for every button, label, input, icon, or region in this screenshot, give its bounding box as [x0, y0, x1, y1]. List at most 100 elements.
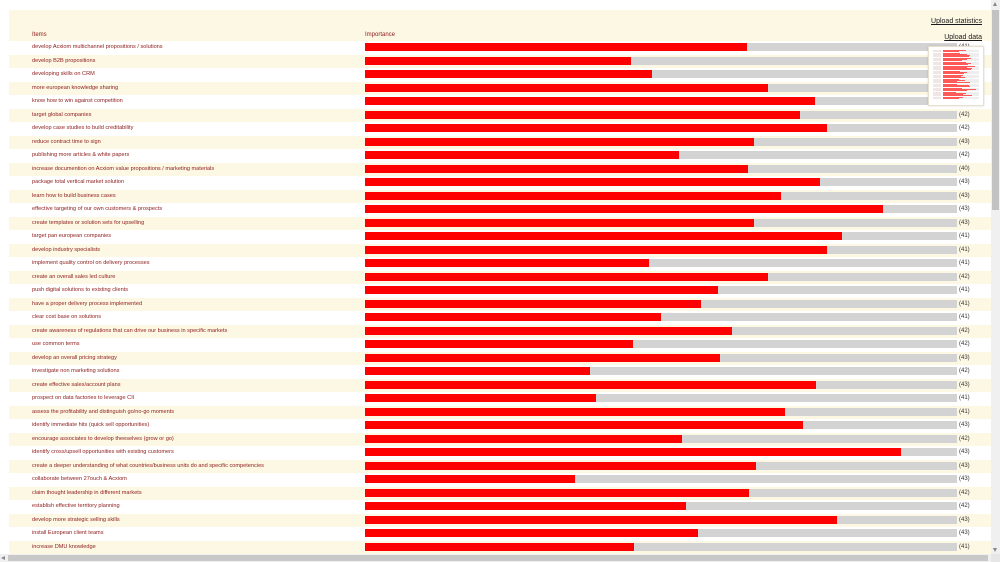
- item-label[interactable]: investigate non marketing solutions: [32, 368, 120, 374]
- item-row: identify cross/upsell opportunities with…: [9, 446, 991, 460]
- item-label[interactable]: effective targeting of our own customers…: [32, 206, 163, 212]
- thumbnail-bar-fill: [943, 92, 967, 94]
- thumbnail-label-mark: [933, 86, 941, 88]
- response-count: (42): [959, 125, 970, 131]
- item-label[interactable]: increase DMU knowledge: [32, 543, 96, 550]
- response-count: (41): [959, 233, 970, 239]
- importance-bar-track: [365, 353, 957, 362]
- importance-bar-fill: [365, 434, 682, 443]
- thumbnail-label-mark: [933, 60, 941, 62]
- response-count: (42): [959, 503, 970, 509]
- item-label[interactable]: install European client teams: [32, 530, 104, 536]
- item-row: develop more strategic selling skills (43…: [9, 514, 991, 528]
- importance-bar-track: [365, 475, 957, 483]
- thumbnail-label-mark: [933, 72, 941, 74]
- item-row: learn how to build business cases (43): [9, 190, 991, 204]
- scroll-down-arrow-icon[interactable]: [993, 548, 997, 552]
- item-label[interactable]: encourage associates to develop theeselv…: [32, 435, 174, 442]
- item-label[interactable]: know how to win against competition: [32, 98, 123, 104]
- thumbnail-bar-track: [943, 78, 979, 80]
- item-label[interactable]: clear cost base on solutions: [32, 314, 102, 320]
- item-label[interactable]: use common terms: [32, 341, 80, 347]
- item-label[interactable]: create awareness of regulations that can…: [32, 327, 228, 334]
- importance-bar-fill: [365, 286, 719, 294]
- importance-bar-track: [365, 137, 957, 146]
- item-label[interactable]: package total vertical market solution: [32, 179, 125, 185]
- scroll-left-arrow-icon[interactable]: [1, 556, 5, 560]
- importance-bar-track: [365, 97, 957, 105]
- thumbnail-label-mark: [933, 94, 941, 96]
- thumbnail-label-mark: [933, 53, 941, 55]
- item-label[interactable]: have a proper delivery process implement…: [32, 300, 143, 307]
- thumbnail-bar: [933, 60, 979, 62]
- thumbnail-bar-fill: [943, 65, 975, 67]
- item-label[interactable]: implement quality control on delivery pr…: [32, 260, 150, 266]
- thumbnail-bar: [933, 56, 979, 58]
- item-label[interactable]: develop case studies to build creditabil…: [32, 125, 134, 131]
- thumbnail-label-mark: [933, 85, 941, 87]
- item-row: establish effective territory planning (4…: [9, 500, 991, 514]
- item-label[interactable]: increase documention on Acxiom value pro…: [32, 165, 215, 172]
- importance-bar-track: [365, 529, 957, 537]
- importance-bar-fill: [365, 137, 754, 146]
- item-label[interactable]: collaborate between 27ouch & Acxiom: [32, 476, 127, 482]
- thumbnail-bar: [933, 95, 979, 97]
- thumbnail-bar-fill: [943, 83, 958, 85]
- upload-data-link[interactable]: Upload data: [944, 34, 982, 41]
- importance-bar-fill: [365, 232, 842, 240]
- item-label[interactable]: develop more strategic selling skills: [32, 516, 120, 523]
- importance-bar-fill: [365, 515, 837, 524]
- importance-bar-fill: [365, 488, 749, 497]
- importance-bar-fill: [365, 421, 804, 429]
- item-label[interactable]: develop Acxiom multichannel propositions…: [32, 44, 163, 50]
- thumbnail-bar: [933, 69, 979, 71]
- item-label[interactable]: develop B2B propositions: [32, 57, 96, 64]
- item-label[interactable]: prospect on data factories to leverage C…: [32, 395, 135, 401]
- response-count: (42): [959, 152, 970, 158]
- item-label[interactable]: develop industry specialists: [32, 246, 101, 253]
- item-label[interactable]: more european knowledge sharing: [32, 84, 119, 91]
- item-label[interactable]: target pan european companies: [32, 233, 111, 239]
- item-label[interactable]: learn how to build business cases: [32, 192, 116, 199]
- thumbnail-bar-fill: [943, 73, 965, 75]
- upload-statistics-link[interactable]: Upload statistics: [931, 18, 982, 25]
- item-label[interactable]: create effective sales/account plans: [32, 381, 121, 388]
- thumbnail-bar: [933, 81, 979, 83]
- importance-bar-track: [365, 286, 957, 294]
- horizontal-scrollbar[interactable]: [0, 554, 991, 562]
- item-label[interactable]: publishing more articles & white papers: [32, 152, 130, 158]
- item-label[interactable]: create an overall sales led culture: [32, 273, 116, 280]
- thumbnail-label-mark: [933, 62, 941, 64]
- importance-bar-track: [365, 70, 957, 78]
- item-label[interactable]: reduce contract time to sign: [32, 138, 101, 145]
- item-label[interactable]: develop an overall pricing strategy: [32, 354, 117, 361]
- item-row: identify immediate hits (quick sell oppo…: [9, 419, 991, 433]
- item-label[interactable]: create a deeper understanding of what co…: [32, 462, 264, 469]
- scroll-up-arrow-icon[interactable]: [993, 2, 997, 6]
- response-count: (43): [959, 138, 970, 145]
- item-label[interactable]: claim thought leadership in different ma…: [32, 489, 142, 496]
- overview-thumbnail[interactable]: [928, 46, 984, 106]
- item-label[interactable]: establish effective territory planning: [32, 503, 120, 509]
- thumbnail-label-mark: [933, 92, 941, 94]
- horizontal-scroll-thumb[interactable]: [8, 555, 988, 561]
- importance-bar-fill: [365, 191, 782, 200]
- item-row: have a proper delivery process implement…: [9, 298, 991, 312]
- item-row: increase DMU knowledge (41): [9, 541, 991, 555]
- item-label[interactable]: assess the profitability and distinguish…: [32, 408, 175, 415]
- item-row: more european knowledge sharing(41): [9, 82, 991, 96]
- item-label[interactable]: developing skills on CRM: [32, 71, 95, 77]
- vertical-scrollbar[interactable]: [991, 0, 1000, 554]
- vertical-scroll-thumb[interactable]: [992, 10, 999, 210]
- item-label[interactable]: create templates or solution sets for up…: [32, 219, 145, 226]
- thumbnail-bar: [933, 53, 979, 55]
- item-row: target global companies (42): [9, 109, 991, 123]
- item-label[interactable]: identify cross/upsell opportunities with…: [32, 449, 174, 455]
- thumbnail-bar-fill: [943, 95, 972, 97]
- item-label[interactable]: push digital solutions to existing clien…: [32, 287, 129, 293]
- thumbnail-label-mark: [933, 73, 941, 75]
- response-count: (43): [959, 381, 970, 388]
- item-label[interactable]: target global companies: [32, 111, 92, 118]
- item-label[interactable]: identify immediate hits (quick sell oppo…: [32, 422, 150, 428]
- thumbnail-bar-track: [943, 75, 979, 77]
